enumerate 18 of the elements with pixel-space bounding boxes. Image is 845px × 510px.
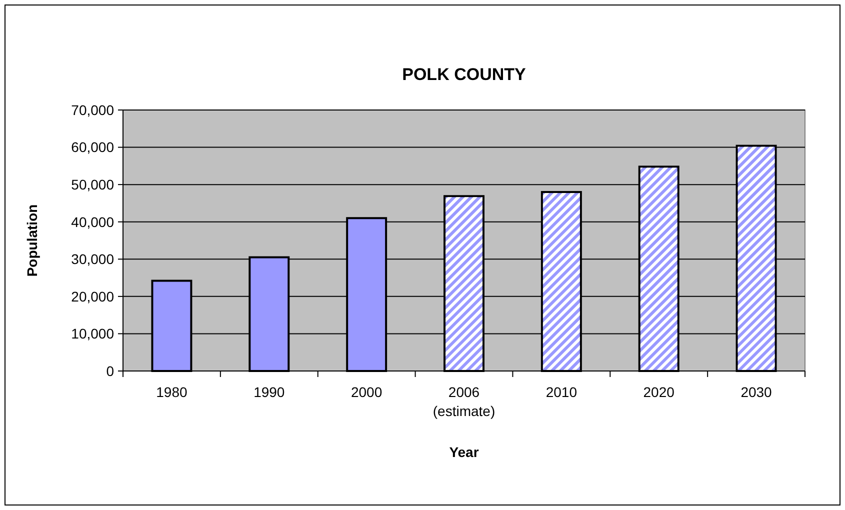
x-tick-label: 2000 bbox=[350, 384, 382, 400]
y-axis-title: Population bbox=[24, 204, 40, 277]
x-tick-label: 2020 bbox=[643, 384, 675, 400]
x-tick-label: 2006 (estimate) bbox=[432, 384, 496, 419]
y-tick-label: 60,000 bbox=[71, 139, 114, 156]
y-tick-label: 50,000 bbox=[71, 176, 114, 192]
y-tick-label: 0 bbox=[106, 362, 114, 379]
x-axis-title: Year bbox=[449, 444, 480, 460]
x-tick-label: 2010 bbox=[546, 384, 578, 400]
x-tick-label: 1990 bbox=[254, 384, 285, 400]
y-tick-label: 70,000 bbox=[71, 102, 114, 118]
y-tick-label: 20,000 bbox=[71, 288, 114, 304]
x-tick-label: 1980 bbox=[156, 384, 188, 400]
chart-title: POLK COUNTY bbox=[402, 65, 527, 84]
y-tick-label: 30,000 bbox=[71, 251, 114, 268]
y-tick-label: 10,000 bbox=[71, 326, 114, 342]
x-tick-label: 2030 bbox=[740, 384, 772, 400]
y-tick-label: 40,000 bbox=[71, 214, 114, 230]
